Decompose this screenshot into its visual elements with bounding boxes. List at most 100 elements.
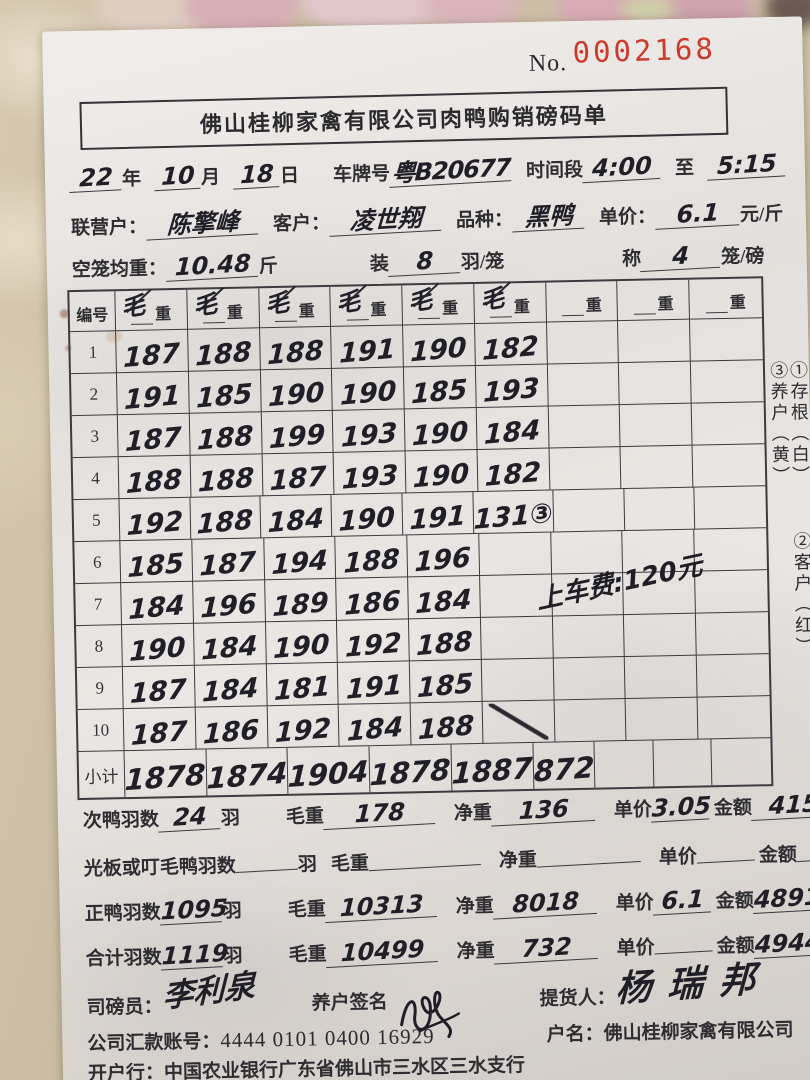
summary-line-bare: 光板或叮毛鸭羽数 羽 毛重 净重 单价 金额 [84, 839, 810, 881]
table-cell: 184 [194, 664, 268, 709]
table-cell: 192 [337, 619, 410, 664]
weight-value: 188 [125, 463, 183, 501]
table-cell: 199 [261, 410, 334, 455]
load-label: 装 [369, 253, 390, 276]
amount-value: 48910 [753, 881, 810, 915]
table-cell: 190 [265, 620, 339, 665]
table-cell [625, 655, 698, 700]
count-label: 光板或叮毛鸭羽数 [83, 855, 237, 880]
subtotal-value: 1878 [369, 751, 452, 792]
table-cell [692, 444, 766, 488]
header-blank-underscore [633, 300, 656, 315]
table-header-cell: 重 [689, 278, 762, 320]
net-value: 136 [491, 794, 597, 827]
table-cell: 196 [407, 533, 480, 578]
table-cell [690, 318, 763, 362]
weight-value: 188 [417, 710, 475, 747]
table-cell [554, 699, 627, 743]
weight-value: 184 [415, 584, 473, 621]
time-to: 5:15 [707, 149, 787, 181]
subtotal-cell [653, 739, 713, 787]
gross-value: 178 [323, 798, 437, 831]
table-cell [549, 447, 622, 491]
summary-line-good: 正鸭羽数 1095 羽 毛重 10313 净重 8018 单价 6.1 金额 4… [84, 881, 810, 926]
table-cell: 185 [409, 659, 483, 705]
weigher-signature: 李利泉 [162, 967, 256, 1016]
table-cell: 181 [266, 662, 339, 707]
weigh-value: 4 [640, 241, 722, 273]
weight-value: 190 [129, 631, 187, 669]
table-cell: 189 [264, 578, 338, 623]
table-cell: 188 [335, 535, 409, 580]
weight-value: 185 [416, 668, 475, 705]
price-value: 3.05 [651, 791, 712, 823]
breed-value: 黑鸭 [512, 201, 586, 233]
weight-value: 190 [338, 501, 396, 538]
count-label: 次鸭羽数 [82, 809, 160, 832]
price-value [654, 950, 713, 955]
bank-label: 开户行： [87, 1062, 165, 1080]
header-weight-label: 重 [585, 297, 602, 315]
row-number-cell: 1 [70, 331, 117, 375]
weight-value: 188 [196, 420, 254, 457]
weight-value: 184 [200, 630, 258, 667]
unit-price-value: 6.1 [655, 198, 741, 231]
table-cell: 184 [260, 494, 333, 539]
row-number-cell: 6 [74, 541, 122, 585]
row-number-cell: 10 [77, 709, 125, 753]
table-cell [553, 489, 625, 533]
empty-cage-unit: 斤 [258, 255, 279, 278]
table-cell: 188 [410, 701, 484, 747]
table-cell: 184 [476, 406, 550, 451]
title-box: 佛山桂柳家禽有限公司肉鸭购销磅码单 [79, 86, 729, 151]
table-cell: 182 [474, 322, 548, 367]
weight-value: 182 [481, 330, 540, 367]
net-value: 8018 [493, 887, 599, 920]
weight-value: 191 [338, 333, 396, 370]
weight-value: 185 [127, 547, 185, 585]
amount-value: 49445 [754, 926, 810, 960]
plate-label: 车牌号 [332, 163, 391, 186]
copy-legend: ①存根（白） ②客户（红） ③养户（黄） [763, 360, 810, 761]
time-from: 4:00 [582, 151, 662, 184]
weight-value: 193 [482, 372, 540, 409]
plate-value: 粤B20677 [389, 153, 513, 189]
table-cell: 187 [116, 329, 189, 375]
weight-value: 190 [412, 458, 470, 495]
gross-label: 毛重 [288, 944, 327, 966]
count-unit: 羽 [220, 807, 241, 830]
table-cell: 190 [404, 407, 478, 452]
price-value: 6.1 [653, 885, 713, 916]
weight-value: 187 [123, 337, 181, 375]
month-label: 月 [200, 167, 221, 189]
gross-value: 10499 [326, 935, 440, 969]
table-cell [550, 531, 624, 575]
subtotal-cell: 1878 [124, 749, 208, 798]
table-cell [480, 616, 554, 660]
party-line: 联营户： 陈擎峰 客户： 凌世翔 品种： 黑鸭 单价： 6.1 元/斤 [71, 198, 800, 241]
table-cell: 184 [338, 703, 412, 748]
table-cell [620, 445, 694, 490]
weight-value: 192 [125, 505, 184, 543]
table-cell: 191 [338, 661, 411, 706]
subtotal-cell: 1874 [206, 747, 289, 796]
weigh-label: 称 [621, 248, 642, 271]
day-label: 日 [279, 165, 300, 187]
table-cell [553, 657, 627, 701]
partner-value: 陈擎峰 [146, 207, 260, 241]
table-header-cell: 重 [545, 281, 619, 323]
weight-value: 188 [266, 335, 324, 372]
serial-row: No. 0002168 [528, 31, 717, 78]
farmer-sign-label: 养户签名 [311, 991, 388, 1015]
table-cell [552, 615, 626, 659]
table-cell: 192 [119, 497, 192, 543]
holder-name: 佛山桂柳家禽有限公司 [603, 1019, 794, 1045]
weight-value: 187 [130, 715, 188, 753]
gross-label: 毛重 [287, 899, 327, 921]
table-cell [694, 486, 767, 530]
table-cell: 188 [118, 455, 192, 501]
table-cell: 184 [193, 622, 267, 667]
subtotal-value: 1887 [450, 750, 534, 791]
amount-label: 金额 [716, 935, 755, 958]
